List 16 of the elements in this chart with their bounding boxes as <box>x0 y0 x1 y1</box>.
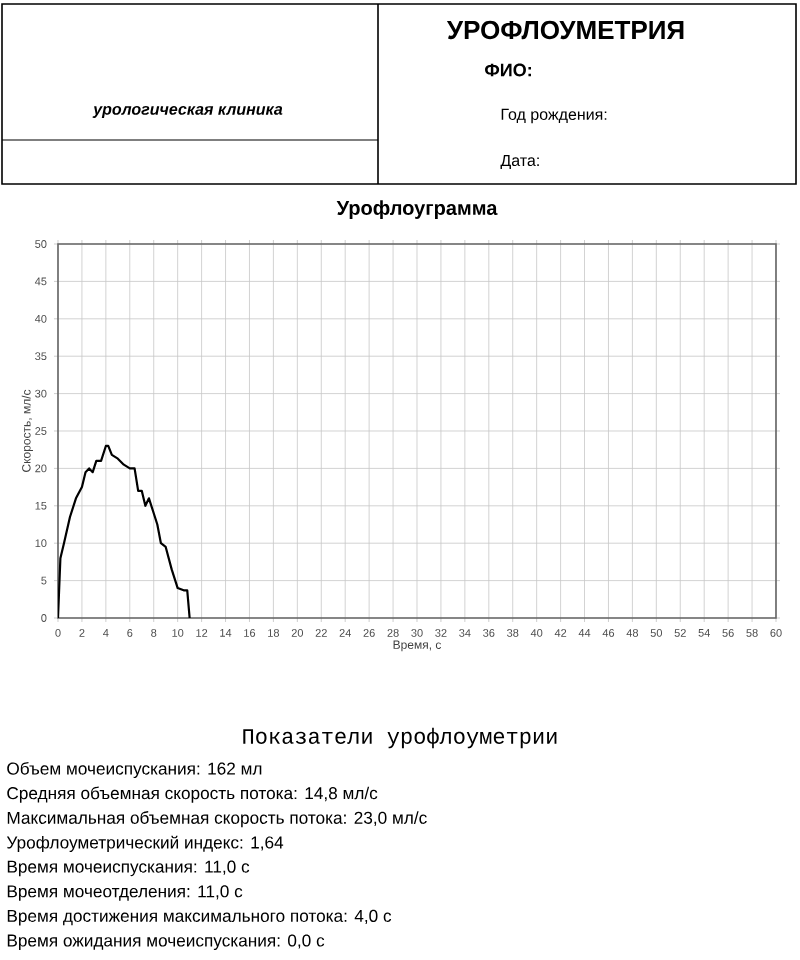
text: Время мочеотделения: 11,0 с <box>7 885 243 901</box>
line-series <box>58 444 191 618</box>
text: Время ожидания мочеиспускания: 0,0 с <box>7 934 325 950</box>
text: Дата: <box>500 154 539 170</box>
chart-title: Урофлоуграмма <box>336 200 498 219</box>
text: урологическая клиника <box>92 106 283 118</box>
text: Средняя объемная скорость потока: 14,8 мл/с <box>7 786 378 803</box>
text: УРОФЛОУМЕТРИЯ <box>446 20 684 40</box>
text: Показатели урофлоуметрии <box>243 727 557 749</box>
text: Год рождения: <box>501 108 607 124</box>
text: Время достижения максимального потока: 4,0 с <box>7 909 392 926</box>
text: ФИО: <box>485 63 531 77</box>
text: Время мочеиспускания: 11,0 с <box>7 860 250 877</box>
text: Максимальная объемная скорость потока: 23,0 мл/с <box>7 811 427 828</box>
text: Урофлоуметрический индекс: 1,64 <box>6 835 284 852</box>
text: Объем мочеиспускания: 162 мл <box>7 761 262 779</box>
